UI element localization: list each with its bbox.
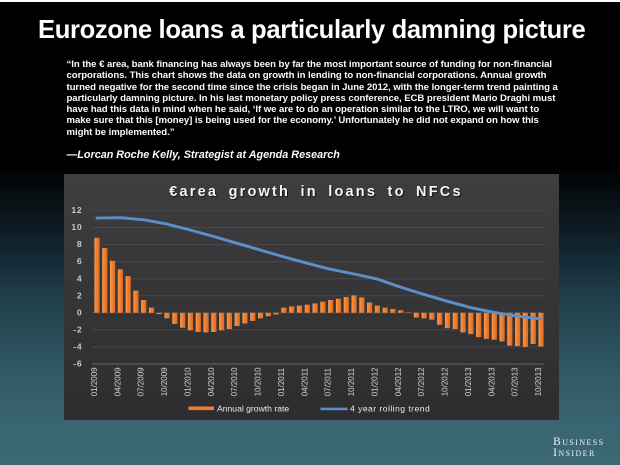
svg-text:01/2009: 01/2009: [90, 366, 99, 395]
svg-text:-6: -6: [73, 358, 82, 368]
svg-text:10/2012: 10/2012: [440, 366, 449, 395]
svg-text:10/2009: 10/2009: [160, 366, 169, 395]
svg-text:04/2012: 04/2012: [393, 366, 402, 395]
svg-text:04/2010: 04/2010: [206, 366, 215, 395]
svg-text:-2: -2: [73, 324, 82, 334]
svg-text:07/2013: 07/2013: [510, 366, 519, 395]
svg-text:04/2013: 04/2013: [487, 366, 496, 395]
svg-text:10/2013: 10/2013: [534, 366, 543, 395]
svg-text:Annual growth rate: Annual growth rate: [217, 403, 289, 413]
svg-text:07/2011: 07/2011: [323, 367, 332, 396]
svg-text:01/2012: 01/2012: [370, 366, 379, 395]
svg-text:07/2010: 07/2010: [230, 366, 239, 395]
svg-text:07/2012: 07/2012: [417, 366, 426, 395]
svg-text:10/2011: 10/2011: [347, 367, 356, 396]
svg-text:04/2011: 04/2011: [300, 367, 309, 396]
svg-text:12: 12: [71, 205, 82, 215]
svg-text:0: 0: [76, 307, 82, 317]
svg-text:-4: -4: [73, 341, 82, 351]
svg-text:10/2010: 10/2010: [253, 366, 262, 395]
svg-text:10: 10: [71, 222, 82, 232]
svg-text:01/2011: 01/2011: [277, 367, 286, 396]
svg-text:€area growth in loans to NFCs: €area growth in loans to NFCs: [169, 184, 462, 200]
svg-text:07/2009: 07/2009: [136, 366, 145, 395]
svg-text:01/2010: 01/2010: [183, 366, 192, 395]
svg-text:01/2013: 01/2013: [463, 366, 472, 395]
svg-text:04/2009: 04/2009: [113, 366, 122, 395]
svg-text:4 year rolling trend: 4 year rolling trend: [350, 403, 430, 413]
svg-text:2: 2: [76, 290, 82, 300]
svg-text:4: 4: [76, 273, 82, 283]
svg-text:8: 8: [76, 239, 82, 249]
svg-text:6: 6: [76, 256, 82, 266]
